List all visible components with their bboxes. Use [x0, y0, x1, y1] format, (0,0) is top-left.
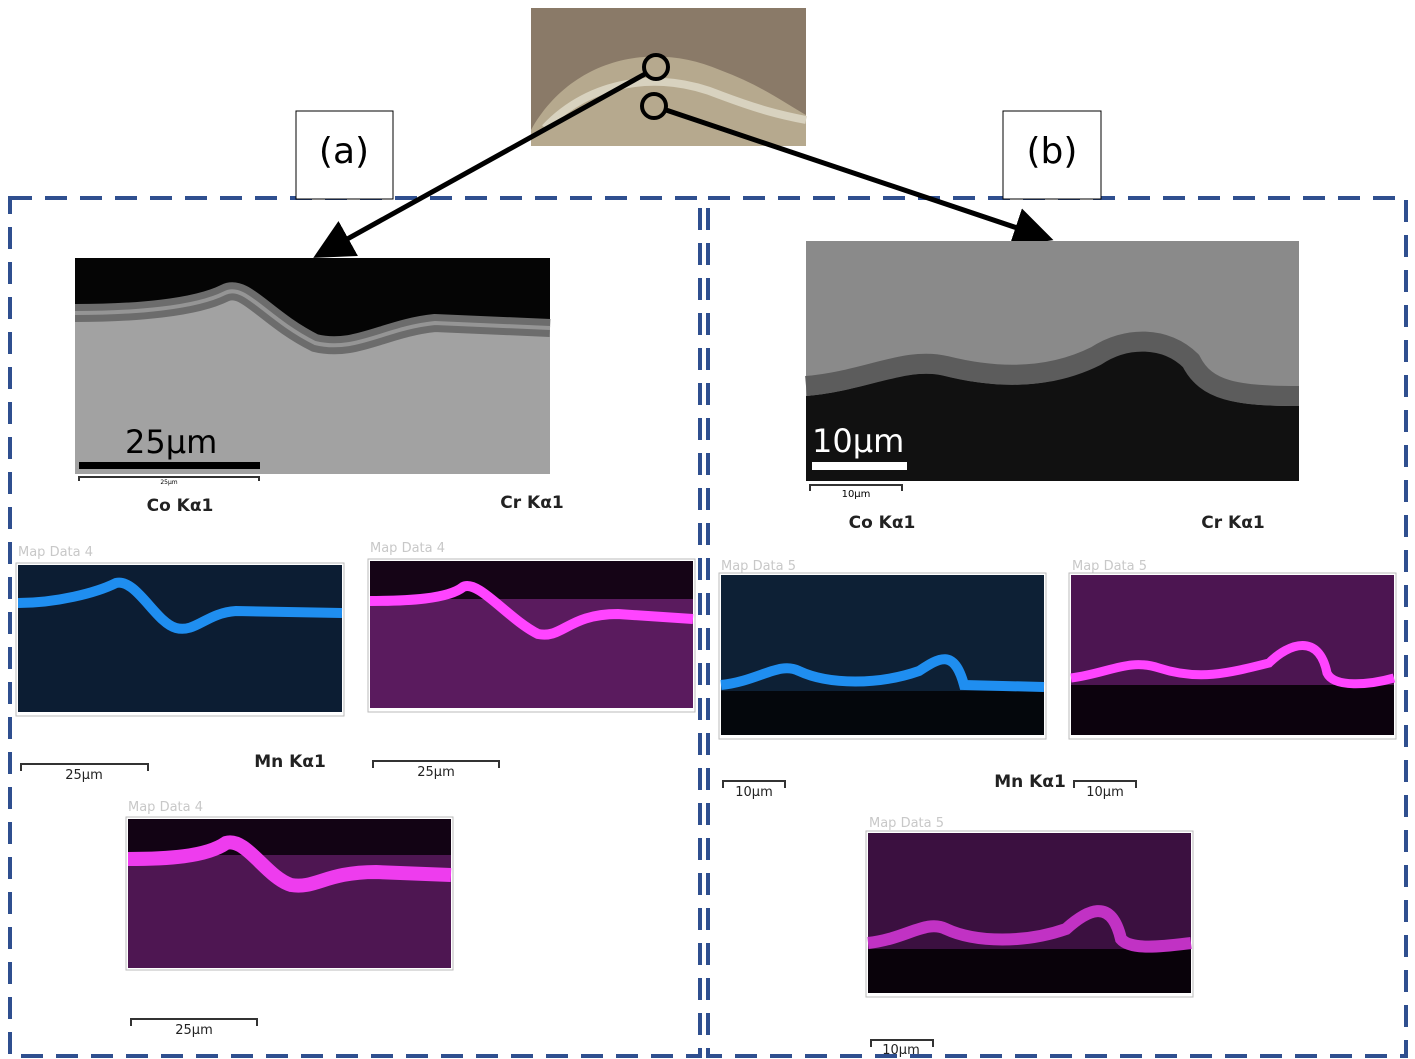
- eds-map: [719, 573, 1046, 739]
- map-title: Map Data 5: [721, 559, 796, 574]
- scale-label: 25µm: [125, 423, 217, 461]
- scale-label: 10µm: [1086, 785, 1123, 800]
- element-label: Cr Kα1: [1201, 513, 1264, 533]
- map-title: Map Data 5: [1072, 559, 1147, 574]
- element-label: Mn Kα1: [254, 752, 326, 772]
- figure: (a) (b) 25µm 25µm Co Kα1 Cr Kα1 Map Data…: [0, 0, 1415, 1059]
- scale-label: 10µm: [842, 489, 871, 500]
- page: (a) (b) 25µm 25µm Co Kα1 Cr Kα1 Map Data…: [0, 0, 1415, 1059]
- scale-label: 25µm: [160, 479, 177, 486]
- scale-label: 25µm: [175, 1023, 212, 1038]
- element-label: Co Kα1: [849, 513, 916, 533]
- sample-photo: [531, 8, 806, 146]
- eds-map: [1069, 573, 1396, 739]
- scale-label: 10µm: [735, 785, 772, 800]
- map-title: Map Data 4: [18, 545, 93, 560]
- element-label: Mn Kα1: [994, 772, 1066, 792]
- map-title: Map Data 4: [128, 800, 203, 815]
- map-title: Map Data 4: [370, 541, 445, 556]
- panel-label: (b): [1027, 131, 1078, 172]
- eds-map: [866, 831, 1193, 997]
- element-label: Cr Kα1: [500, 493, 563, 513]
- arrow: [666, 110, 1044, 237]
- map-title: Map Data 5: [869, 816, 944, 831]
- scale-label: 25µm: [65, 768, 102, 783]
- eds-map: [368, 559, 695, 712]
- eds-map: [126, 817, 453, 970]
- scale-label: 25µm: [417, 765, 454, 780]
- panel-label: (a): [319, 131, 369, 172]
- element-label: Co Kα1: [147, 496, 214, 516]
- scale-label: 10µm: [812, 422, 904, 460]
- eds-map: [16, 563, 344, 716]
- scale-label: 10µm: [882, 1043, 919, 1058]
